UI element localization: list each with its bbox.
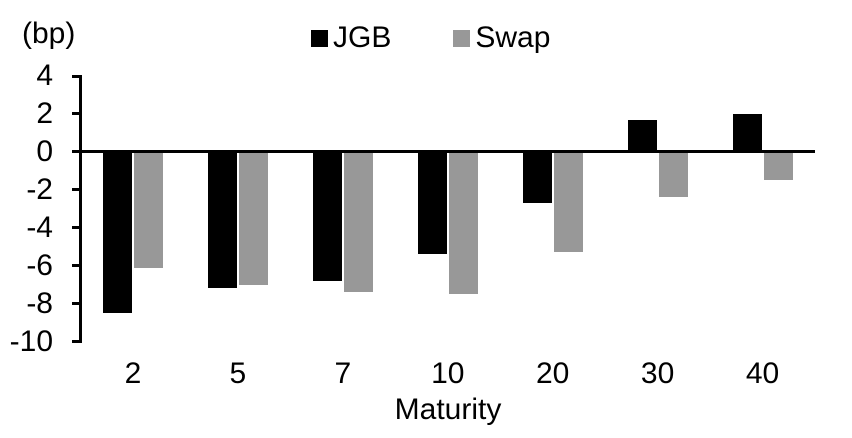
x-tick-label-2: 2 — [124, 357, 142, 390]
bar-swap-7 — [343, 151, 373, 293]
bar-jgb-7 — [312, 151, 342, 281]
y-tick-label: -4 — [26, 210, 53, 244]
bar-swap-10 — [448, 151, 478, 295]
y-tick-label: 0 — [36, 134, 53, 168]
legend-swatch-jgb — [311, 30, 328, 47]
x-tick-label-5: 5 — [229, 357, 247, 390]
y-tick-mark — [72, 226, 82, 230]
y-tick-label: 4 — [36, 59, 53, 92]
y-tick-label: 2 — [36, 96, 53, 130]
y-tick-label: -10 — [9, 324, 53, 358]
x-tick-label-10: 10 — [431, 357, 465, 390]
y-tick-mark — [72, 340, 82, 343]
legend-item-swap: Swap — [453, 21, 550, 55]
x-tick-label-7: 7 — [334, 357, 352, 390]
x-axis-title: Maturity — [394, 393, 502, 426]
y-tick-mark — [72, 74, 82, 78]
legend-item-jgb: JGB — [311, 21, 391, 55]
bar-swap-40 — [763, 151, 793, 181]
y-tick-mark — [72, 112, 82, 116]
bar-jgb-2 — [102, 151, 132, 314]
bar-jgb-10 — [417, 151, 447, 255]
legend-label-swap: Swap — [475, 21, 551, 54]
bar-jgb-40 — [732, 113, 762, 152]
x-tick-label-30: 30 — [640, 357, 675, 390]
legend: JGB Swap — [311, 21, 550, 55]
y-tick-mark — [72, 302, 82, 306]
legend-swatch-swap — [453, 30, 471, 47]
bar-jgb-20 — [522, 151, 552, 204]
legend-label-jgb: JGB — [333, 21, 392, 54]
bar-jgb-30 — [627, 119, 657, 152]
bar-swap-2 — [133, 151, 163, 268]
x-tick-label-40: 40 — [745, 357, 780, 390]
bar-jgb-5 — [207, 151, 237, 289]
bar-swap-5 — [238, 151, 268, 285]
y-tick-mark — [72, 264, 82, 268]
y-tick-label: -8 — [26, 286, 53, 320]
zero-line — [72, 150, 815, 154]
y-tick-label: -6 — [26, 248, 53, 282]
y-tick-label: -2 — [26, 172, 53, 206]
y-axis-unit-label: (bp) — [22, 17, 76, 50]
y-axis-line — [79, 76, 82, 343]
y-tick-mark — [72, 188, 82, 192]
bar-swap-30 — [658, 151, 688, 198]
bar-swap-20 — [553, 151, 583, 253]
x-tick-label-20: 20 — [535, 357, 570, 390]
